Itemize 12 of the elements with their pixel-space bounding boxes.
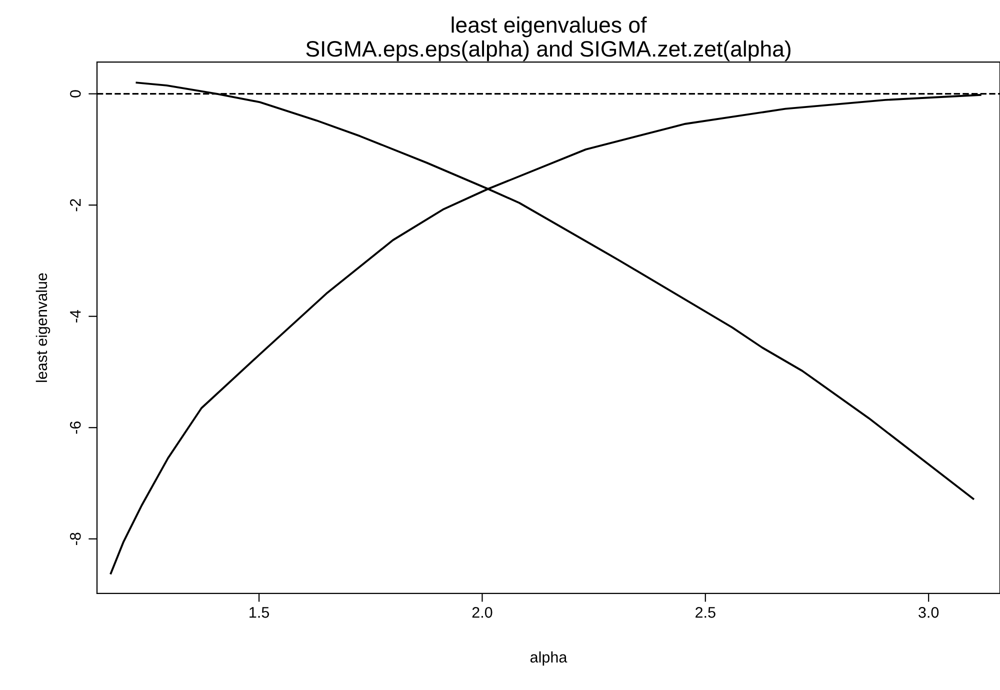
chart-title: least eigenvalues of SIGMA.eps.eps(alpha) and SIGMA.zet.zet(alpha) (306, 16, 790, 62)
y-tick-label: 0 (70, 90, 81, 98)
x-axis-title: alpha (530, 651, 568, 666)
x-tick-label: 1.5 (250, 607, 270, 618)
y-tick-label: -4 (70, 310, 81, 322)
y-tick-label: -2 (70, 199, 81, 212)
y-axis-title: least eigenvalue (36, 273, 50, 382)
x-tick-label: 2.5 (696, 607, 716, 618)
x-tick-label: 3.0 (918, 607, 939, 618)
y-tick-label: -6 (70, 421, 81, 434)
x-tick-label: 2.0 (472, 607, 492, 618)
y-tick-label: -8 (70, 532, 81, 545)
